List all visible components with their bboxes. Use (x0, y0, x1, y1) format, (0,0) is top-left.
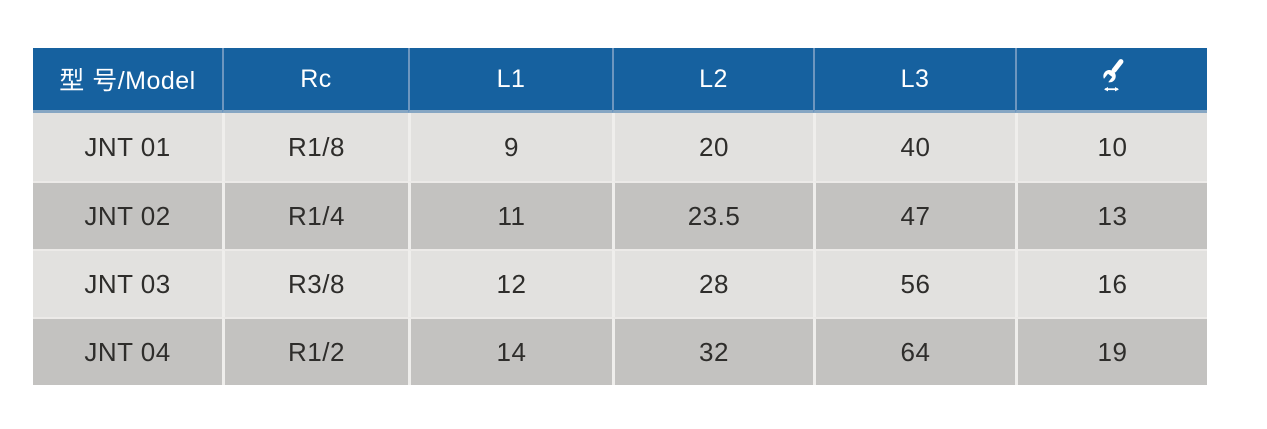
table-cell: 32 (612, 317, 813, 385)
table-cell: 64 (813, 317, 1015, 385)
table-cell: 19 (1015, 317, 1207, 385)
table-cell: 16 (1015, 249, 1207, 317)
table-row: JNT 04 R1/2 14 32 64 19 (33, 317, 1207, 385)
table-cell: JNT 03 (33, 249, 222, 317)
table-cell: 23.5 (612, 181, 813, 249)
table-cell: 47 (813, 181, 1015, 249)
table-cell: 9 (408, 113, 612, 181)
table-cell: 13 (1015, 181, 1207, 249)
wrench-icon (1098, 58, 1126, 94)
table-row: JNT 01 R1/8 9 20 40 10 (33, 113, 1207, 181)
table-cell: 40 (813, 113, 1015, 181)
table-row: JNT 02 R1/4 11 23.5 47 13 (33, 181, 1207, 249)
table-cell: 11 (408, 181, 612, 249)
column-header-wrench (1015, 48, 1207, 113)
column-header-l1: L1 (408, 48, 612, 113)
column-header-l3: L3 (813, 48, 1015, 113)
table-cell: JNT 02 (33, 181, 222, 249)
table-cell: JNT 04 (33, 317, 222, 385)
column-header-model: 型 号/Model (33, 48, 222, 113)
table-header-row: 型 号/Model Rc L1 L2 L3 (33, 48, 1207, 113)
table-cell: 12 (408, 249, 612, 317)
table-cell: JNT 01 (33, 113, 222, 181)
column-header-l2: L2 (612, 48, 813, 113)
table-row: JNT 03 R3/8 12 28 56 16 (33, 249, 1207, 317)
table-cell: R1/2 (222, 317, 408, 385)
table-cell: 10 (1015, 113, 1207, 181)
table-cell: R1/4 (222, 181, 408, 249)
table-cell: 14 (408, 317, 612, 385)
table-cell: 56 (813, 249, 1015, 317)
table-cell: R3/8 (222, 249, 408, 317)
spec-table: 型 号/Model Rc L1 L2 L3 (33, 48, 1207, 385)
table-cell: R1/8 (222, 113, 408, 181)
table-cell: 20 (612, 113, 813, 181)
column-header-rc: Rc (222, 48, 408, 113)
table-cell: 28 (612, 249, 813, 317)
